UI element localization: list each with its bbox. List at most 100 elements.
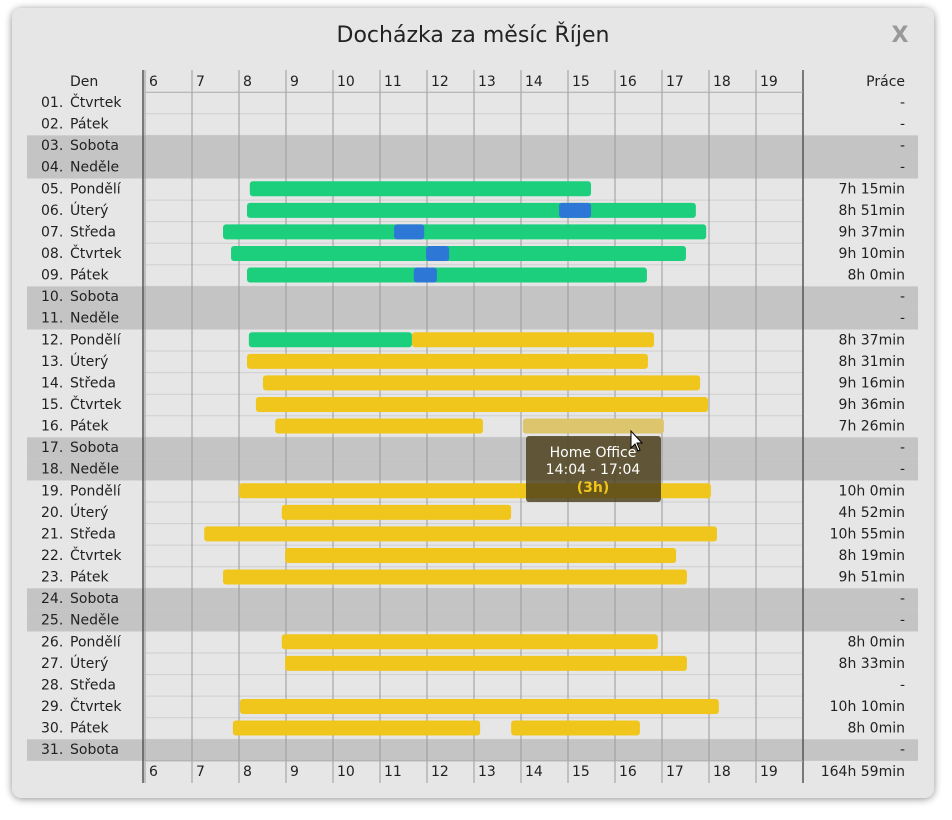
- day-total: 8h 19min: [839, 548, 905, 564]
- work-bar: [255, 396, 709, 412]
- day-name: Úterý: [70, 352, 108, 370]
- work-bar: [246, 202, 696, 218]
- day-number: 21.: [41, 526, 63, 542]
- x-tick-label: 8: [243, 74, 252, 90]
- work-bar: [275, 418, 483, 434]
- day-name: Úterý: [70, 654, 108, 672]
- work-bar: [411, 332, 655, 348]
- x-tick-label: 19: [760, 74, 778, 90]
- weekend-row: [27, 286, 918, 308]
- work-bar: [223, 569, 687, 585]
- x-tick-label: 6: [149, 74, 158, 90]
- day-total: -: [900, 613, 905, 629]
- day-name: Pátek: [70, 721, 109, 737]
- day-name: Sobota: [70, 591, 119, 607]
- tooltip-duration: (3h): [577, 480, 610, 496]
- x-tick-label: 8: [243, 764, 252, 780]
- day-total: 8h 0min: [847, 634, 905, 650]
- day-number: 06.: [41, 203, 63, 219]
- total-header: Práce: [866, 74, 905, 90]
- x-tick-label: 6: [149, 764, 158, 780]
- work-bar: [394, 224, 425, 240]
- day-number: 30.: [41, 721, 63, 737]
- day-name: Neděle: [70, 160, 119, 176]
- x-tick-label: 12: [431, 764, 449, 780]
- x-tick-label: 10: [337, 764, 355, 780]
- chart-title: Docházka za měsíc Říjen: [337, 22, 610, 48]
- day-name: Pondělí: [70, 332, 122, 348]
- day-name: Středa: [70, 375, 116, 391]
- day-name: Pátek: [70, 268, 109, 284]
- day-total: 9h 36min: [839, 397, 905, 413]
- day-number: 19.: [41, 483, 63, 499]
- tooltip-box: [526, 436, 661, 502]
- x-tick-label: 19: [760, 764, 778, 780]
- x-tick-label: 17: [666, 764, 684, 780]
- day-name: Čtvrtek: [70, 697, 122, 715]
- mouse-cursor: [630, 429, 644, 452]
- day-total: -: [900, 742, 905, 758]
- day-name: Úterý: [70, 201, 108, 219]
- day-number: 04.: [41, 160, 63, 176]
- day-name: Sobota: [70, 138, 119, 154]
- day-number: 27.: [41, 656, 63, 672]
- x-tick-label: 15: [572, 764, 590, 780]
- weekend-row: [27, 307, 918, 330]
- weekend-row: [27, 739, 918, 761]
- day-total: 8h 37min: [839, 332, 905, 348]
- work-bar: [239, 698, 719, 714]
- day-number: 08.: [41, 246, 63, 262]
- day-total: -: [900, 591, 905, 607]
- day-number: 26.: [41, 634, 63, 650]
- x-tick-label: 11: [384, 74, 402, 90]
- work-bar: [231, 245, 686, 261]
- work-bar: [249, 181, 592, 197]
- work-bar: [511, 720, 640, 736]
- day-name: Úterý: [70, 503, 108, 521]
- day-name: Pátek: [70, 419, 109, 435]
- day-number: 20.: [41, 505, 63, 521]
- x-tick-label: 14: [525, 74, 543, 90]
- day-name: Čtvrtek: [70, 93, 122, 111]
- day-name: Čtvrtek: [70, 244, 122, 262]
- day-total: -: [900, 117, 905, 133]
- day-total: 8h 0min: [847, 268, 905, 284]
- weekend-row: [27, 437, 918, 459]
- x-tick-label: 7: [196, 74, 205, 90]
- x-tick-label: 11: [384, 764, 402, 780]
- day-number: 03.: [41, 138, 63, 154]
- x-tick-label: 18: [713, 74, 731, 90]
- x-tick-label: 9: [290, 764, 299, 780]
- tooltip-title: Home Office: [550, 445, 637, 461]
- day-total: 7h 15min: [839, 181, 905, 197]
- day-name: Pondělí: [70, 634, 122, 650]
- day-name: Pondělí: [70, 181, 122, 197]
- x-tick-label: 7: [196, 764, 205, 780]
- day-number: 22.: [41, 548, 63, 564]
- close-button[interactable]: X: [892, 23, 909, 48]
- day-total: -: [900, 95, 905, 111]
- day-total: 10h 55min: [830, 526, 905, 542]
- x-tick-label: 9: [290, 74, 299, 90]
- day-number: 07.: [41, 224, 63, 240]
- x-tick-label: 18: [713, 764, 731, 780]
- day-number: 16.: [41, 419, 63, 435]
- work-bar: [281, 504, 512, 520]
- day-number: 28.: [41, 677, 63, 693]
- day-number: 09.: [41, 268, 63, 284]
- work-bar: [204, 526, 717, 542]
- day-total: 7h 26min: [839, 419, 905, 435]
- work-bar: [223, 224, 707, 240]
- day-number: 17.: [41, 440, 63, 456]
- tooltip-time: 14:04 - 17:04: [546, 462, 641, 478]
- day-number: 11.: [41, 311, 63, 327]
- day-name: Čtvrtek: [70, 395, 122, 413]
- day-total: -: [900, 462, 905, 478]
- work-bar: [248, 332, 412, 348]
- work-bar: [522, 418, 664, 434]
- day-total: 9h 10min: [839, 246, 905, 262]
- work-bar: [559, 202, 592, 218]
- day-total: -: [900, 138, 905, 154]
- work-bar: [246, 267, 647, 283]
- day-name: Čtvrtek: [70, 546, 122, 564]
